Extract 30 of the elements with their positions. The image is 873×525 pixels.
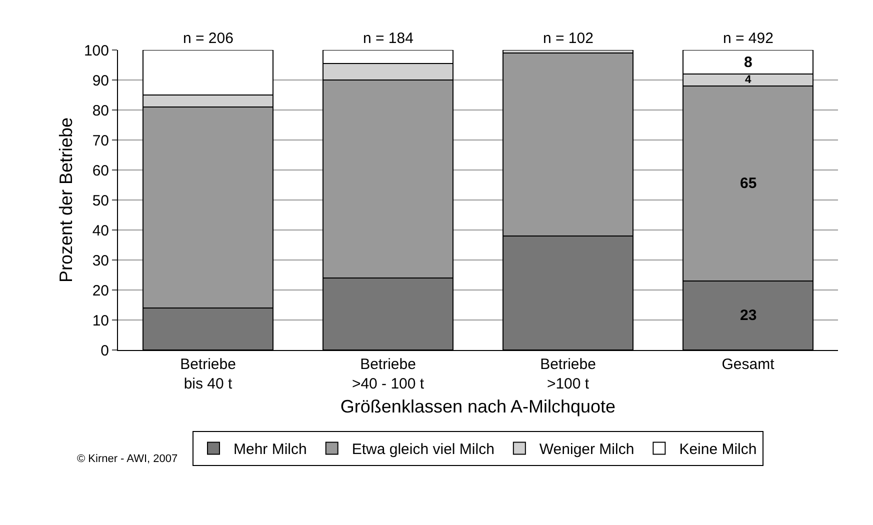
y-tick-label: 60 xyxy=(92,162,109,180)
y-tick-label: 10 xyxy=(92,312,109,330)
x-tick-label: Betriebe >40 - 100 t xyxy=(352,356,425,392)
legend-label: Weniger Milch xyxy=(539,441,634,458)
data-label: 8 xyxy=(744,54,752,71)
annotation: n = 492 xyxy=(723,30,774,47)
y-axis-title: Prozent der Betriebe xyxy=(56,117,76,283)
y-tick-label: 20 xyxy=(92,282,109,300)
y-tick-label: 40 xyxy=(92,222,109,240)
data-label: 23 xyxy=(740,307,757,324)
legend-label: Keine Milch xyxy=(679,441,757,458)
y-tick-label: 90 xyxy=(92,72,109,90)
x-tick-label: Betriebe >100 t xyxy=(540,356,596,392)
y-tick-label: 70 xyxy=(92,132,109,150)
y-tick-label: 0 xyxy=(100,342,109,360)
annotation: n = 206 xyxy=(183,30,234,47)
x-axis-title: Größenklassen nach A-Milchquote xyxy=(340,396,616,417)
legend-label: Etwa gleich viel Milch xyxy=(352,441,494,458)
y-tick-label: 100 xyxy=(84,42,109,60)
annotation: n = 184 xyxy=(363,30,414,47)
x-tick-label: Gesamt xyxy=(722,356,776,373)
text: © Kirner - AWI, 2007 xyxy=(77,453,178,465)
y-tick-label: 30 xyxy=(92,252,109,270)
data-label: 4 xyxy=(745,74,752,86)
x-tick-label: Betriebe bis 40 t xyxy=(180,356,236,392)
legend-label: Mehr Milch xyxy=(234,441,307,458)
y-tick-label: 50 xyxy=(92,192,109,210)
y-tick-label: 80 xyxy=(92,102,109,120)
data-label: 65 xyxy=(740,175,757,192)
annotation: n = 102 xyxy=(543,30,594,47)
